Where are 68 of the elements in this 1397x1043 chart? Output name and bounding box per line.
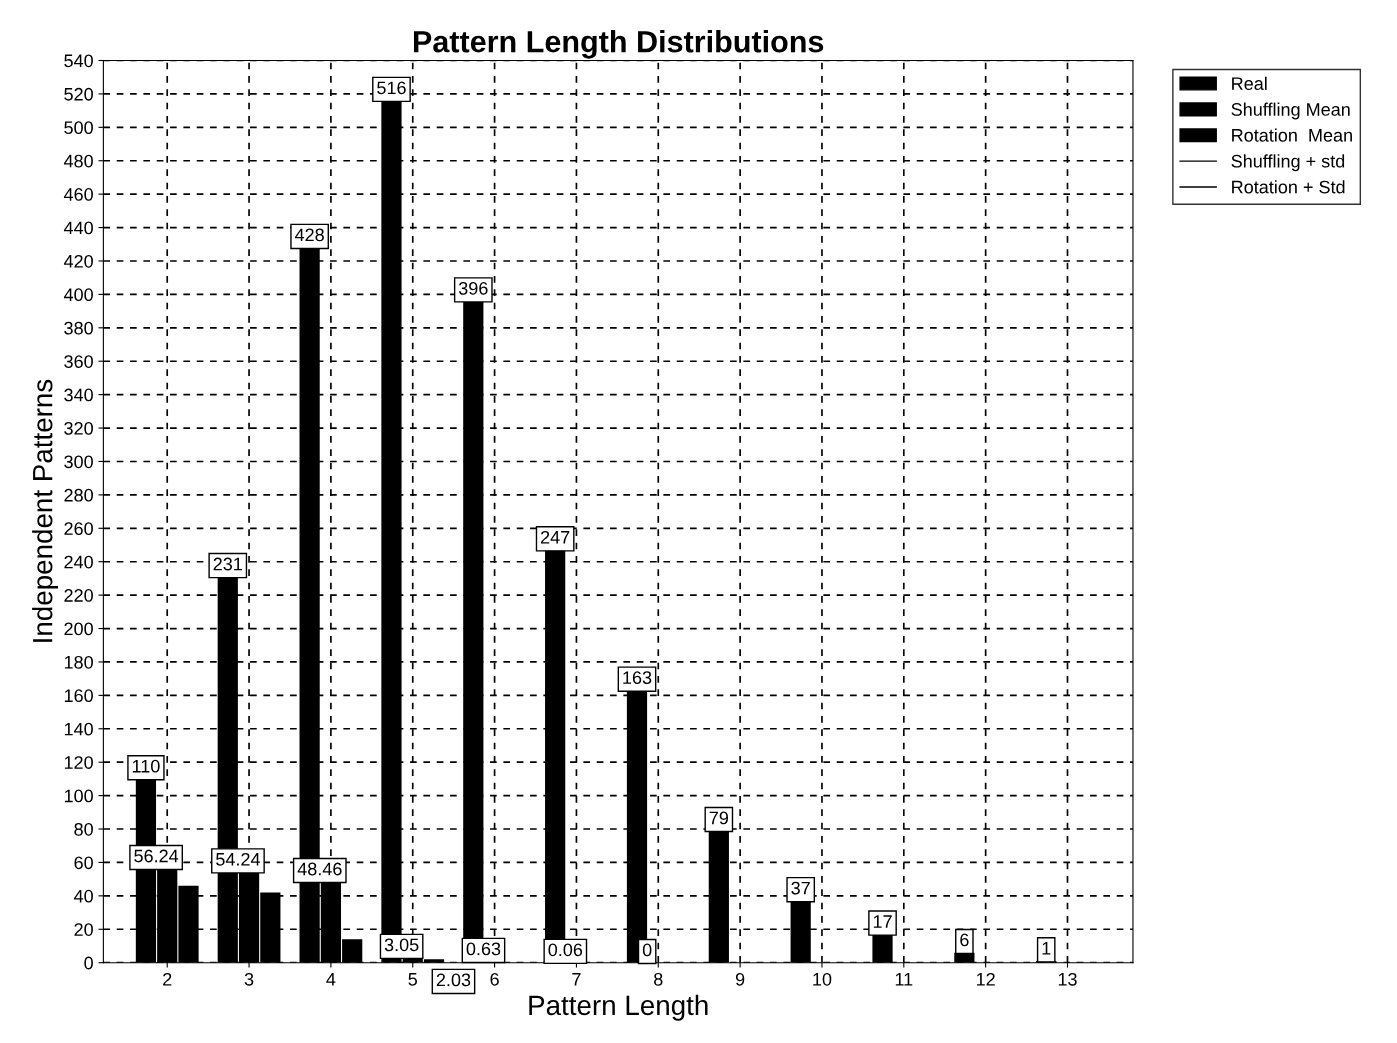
data-label: 3.05 (384, 938, 419, 952)
data-label: 110 (132, 759, 160, 773)
data-label: 48.46 (297, 862, 342, 876)
data-label: 0.63 (466, 942, 501, 956)
x-tick-label: 5 (408, 973, 418, 986)
y-tick-label: 60 (74, 856, 93, 870)
y-tick-label: 520 (64, 87, 93, 101)
y-axis-title: Independent Patterns (32, 379, 58, 642)
data-label: 6 (960, 933, 969, 947)
data-label: 247 (541, 530, 570, 544)
legend-label: Rotation Mean (1232, 128, 1352, 142)
x-tick-label: 4 (326, 973, 336, 986)
y-tick-label: 100 (64, 789, 93, 803)
data-label: 79 (709, 811, 729, 825)
x-tick-label: 2 (163, 972, 172, 986)
data-label: 231 (213, 557, 242, 571)
x-tick-label: 3 (244, 972, 254, 986)
data-label: 37 (791, 881, 810, 895)
data-label: 2.03 (436, 973, 471, 987)
y-tick-label: 200 (64, 622, 93, 636)
x-tick-label: 6 (490, 972, 499, 986)
y-tick-label: 220 (64, 589, 93, 602)
x-tick-label: 9 (735, 972, 745, 986)
legend-label: Shuffling + std (1231, 154, 1345, 172)
y-tick-label: 140 (64, 722, 93, 736)
x-axis-title: Pattern Length (529, 994, 708, 1021)
x-tick-label: 13 (1058, 972, 1077, 986)
y-tick-label: 300 (64, 455, 93, 469)
chart-title: Pattern Length Distributions (413, 30, 824, 59)
y-tick-label: 460 (63, 188, 93, 201)
data-label: 56.24 (134, 849, 179, 863)
y-tick-label: 420 (63, 254, 93, 268)
y-tick-label: 480 (63, 154, 93, 168)
legend-label: Rotation + Std (1232, 180, 1345, 194)
data-label: 54.24 (216, 852, 261, 866)
y-tick-label: 40 (73, 889, 93, 903)
data-label: 163 (623, 671, 652, 685)
x-tick-label: 11 (895, 973, 913, 986)
x-tick-label: 12 (976, 972, 995, 986)
y-tick-label: 160 (64, 689, 93, 703)
y-tick-label: 80 (74, 822, 93, 836)
x-tick-label: 10 (813, 972, 832, 986)
data-label: 0.06 (548, 943, 583, 957)
data-label: 17 (873, 915, 892, 928)
legend-label: Real (1232, 76, 1267, 91)
x-tick-label: 7 (572, 973, 581, 986)
data-label: 396 (458, 281, 488, 295)
y-tick-label: 180 (64, 655, 93, 669)
data-label: 0 (642, 943, 652, 957)
y-tick-label: 440 (63, 221, 93, 235)
y-tick-label: 240 (64, 555, 93, 569)
y-tick-label: 280 (64, 488, 93, 502)
y-tick-label: 260 (64, 522, 93, 536)
data-label: 428 (294, 228, 324, 242)
y-tick-label: 120 (64, 756, 93, 769)
y-tick-label: 360 (64, 355, 93, 368)
y-tick-label: 500 (64, 121, 93, 135)
y-tick-label: 20 (74, 923, 93, 936)
y-tick-label: 340 (64, 388, 93, 402)
y-tick-label: 320 (64, 421, 93, 435)
y-tick-label: 0 (84, 956, 93, 970)
data-label: 1 (1042, 942, 1051, 955)
y-tick-label: 540 (64, 54, 93, 68)
x-tick-label: 8 (654, 972, 663, 986)
y-tick-label: 380 (64, 321, 93, 335)
y-tick-label: 400 (63, 288, 93, 302)
data-label: 516 (377, 81, 406, 95)
legend-label: Shuffling Mean (1231, 102, 1350, 120)
